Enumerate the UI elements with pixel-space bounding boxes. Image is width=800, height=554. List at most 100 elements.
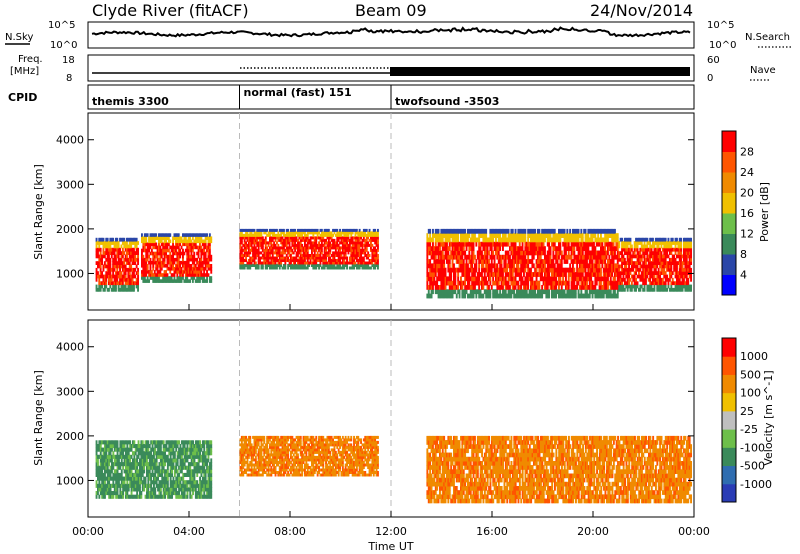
range-cell: [106, 472, 109, 477]
range-cell: [121, 251, 124, 255]
range-cell: [260, 233, 263, 237]
range-cell: [97, 241, 99, 245]
range-cell: [503, 280, 506, 286]
range-cell: [354, 238, 357, 242]
range-cell: [649, 251, 652, 255]
range-cell: [447, 233, 450, 238]
range-cell: [187, 257, 190, 262]
range-cell: [113, 287, 116, 292]
range-cell: [661, 261, 664, 265]
range-cell: [650, 251, 653, 255]
range-cell: [204, 254, 207, 259]
range-cell: [199, 242, 201, 247]
range-cell: [355, 259, 358, 262]
range-cell: [200, 239, 203, 244]
range-cell: [678, 241, 681, 245]
range-cell: [444, 267, 447, 273]
range-cell: [190, 242, 193, 247]
range-cell: [204, 245, 207, 250]
range-cell: [312, 259, 315, 262]
range-cell: [137, 277, 139, 282]
range-cell: [160, 242, 163, 247]
range-cell: [370, 231, 372, 235]
range-cell: [566, 254, 569, 260]
range-cell: [584, 293, 587, 299]
range-cell: [591, 254, 594, 260]
range-cell: [339, 266, 341, 270]
range-cell: [434, 241, 437, 247]
range-cell: [493, 228, 496, 234]
range-cell: [347, 228, 350, 232]
range-cell: [116, 277, 119, 282]
range-cell: [105, 447, 108, 452]
range-cell: [210, 264, 213, 268]
range-cell: [207, 248, 210, 253]
range-cell: [552, 250, 555, 256]
freq-trace-2: [390, 67, 690, 76]
range-cell: [546, 254, 549, 260]
range-cell: [558, 267, 560, 273]
range-cell: [474, 237, 476, 243]
range-cell: [145, 257, 148, 262]
range-cell: [361, 256, 364, 260]
range-cell: [671, 261, 674, 265]
range-cell: [573, 267, 576, 273]
range-cell: [530, 276, 532, 282]
range-cell: [573, 233, 576, 238]
range-cell: [344, 254, 347, 257]
range-cell: [514, 250, 517, 256]
range-cell: [636, 247, 639, 252]
range-cell: [654, 241, 657, 245]
range-cell: [598, 289, 601, 295]
range-cell: [538, 237, 541, 243]
range-cell: [123, 271, 126, 275]
range-cell: [162, 233, 165, 237]
range-cell: [683, 267, 685, 272]
range-cell: [375, 231, 378, 235]
range-cell: [444, 233, 447, 238]
range-cell: [172, 264, 174, 268]
range-cell: [680, 281, 683, 286]
range-cell: [240, 233, 243, 237]
range-cell: [163, 242, 166, 247]
range-cell: [668, 287, 671, 292]
range-cell: [346, 256, 348, 260]
range-cell: [97, 254, 99, 259]
range-cell: [440, 250, 443, 256]
range-cell: [590, 228, 593, 234]
range-cell: [104, 472, 106, 477]
range-cell: [358, 248, 361, 252]
range-cell: [301, 248, 304, 252]
range-cell: [247, 251, 250, 255]
range-cell: [678, 284, 681, 289]
range-cell: [103, 274, 106, 279]
range-cell: [687, 237, 690, 242]
range-cell: [521, 233, 524, 238]
range-cell: [377, 233, 379, 237]
range-cell: [532, 237, 535, 243]
range-cell: [680, 287, 683, 292]
range-cell: [460, 280, 462, 286]
range-cell: [203, 251, 206, 256]
range-cell: [354, 236, 357, 240]
range-cell: [461, 289, 464, 295]
range-cell: [105, 244, 108, 249]
range-cell: [102, 483, 105, 488]
range-cell: [308, 264, 311, 267]
range-cell: [329, 256, 332, 260]
range-cell: [278, 233, 281, 237]
freq-label-1: Freq.: [18, 54, 43, 65]
range-cell: [266, 256, 269, 260]
range-cell: [537, 293, 539, 299]
range-cell: [323, 259, 326, 262]
range-cell: [193, 254, 196, 259]
range-cell: [497, 237, 500, 243]
range-cell: [451, 246, 454, 251]
range-cell: [351, 246, 354, 250]
range-cell: [604, 276, 607, 282]
range-cell: [457, 254, 460, 260]
range-cell: [579, 276, 581, 282]
range-cell: [285, 238, 288, 242]
range-cell: [153, 251, 156, 256]
range-cell: [117, 244, 120, 249]
